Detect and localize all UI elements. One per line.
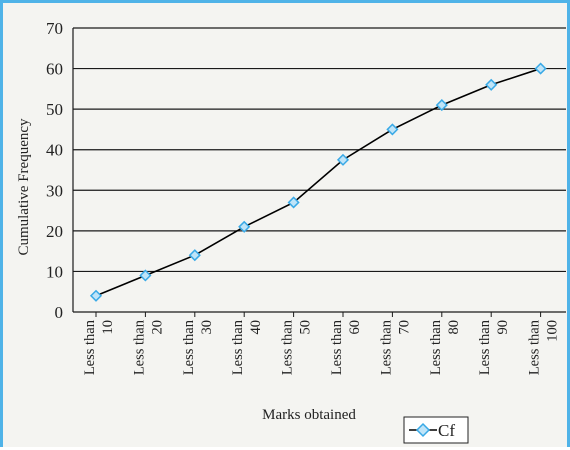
x-category-label: Less than 30: [181, 319, 215, 375]
y-tick-label: 50: [46, 100, 63, 119]
data-point: [139, 269, 152, 282]
data-point: [386, 123, 399, 136]
x-category-label-line: 40: [248, 320, 264, 335]
legend: Cf: [403, 416, 469, 444]
data-point: [435, 99, 448, 112]
x-category-label: Less than 50: [280, 319, 314, 375]
y-tick-label: 70: [46, 19, 63, 38]
x-category-label-line: 30: [199, 320, 215, 335]
x-category-label: Less than 20: [131, 319, 165, 375]
y-tick-label: 60: [46, 60, 63, 79]
x-axis-title: Marks obtained: [262, 407, 356, 423]
y-tick-label: 10: [46, 262, 63, 281]
x-category-label-line: Less than: [477, 319, 493, 375]
x-category-label: Less than 40: [230, 319, 264, 375]
y-tick-label: 20: [46, 222, 63, 241]
y-tick-labels: 0 10 20 30 40 50 60 70: [46, 19, 63, 322]
x-category-label: Less than 80: [428, 319, 462, 375]
y-tick-label: 30: [46, 181, 63, 200]
x-category-labels: Less than 10 Less than 20 Less than 30 Less th…: [82, 319, 561, 375]
x-category-label: Less than 10: [82, 319, 116, 375]
x-category-label-line: Less than: [428, 319, 444, 375]
x-category-label-line: Less than: [280, 319, 296, 375]
legend-label: Cf: [438, 421, 455, 440]
x-category-label: Less than 70: [378, 319, 412, 375]
legend-marker: [415, 422, 431, 438]
y-axis-title: Cumulative Frequency: [16, 118, 32, 256]
data-point: [336, 153, 350, 166]
data-point: [238, 220, 251, 233]
data-point: [485, 78, 498, 91]
x-category-label-line: Less than: [527, 319, 543, 375]
x-category-label-line: 80: [446, 320, 462, 335]
x-category-label-line: 70: [396, 320, 412, 335]
x-category-label-line: 90: [495, 320, 511, 335]
x-category-label-line: Less than: [378, 319, 394, 375]
y-tick-label: 0: [55, 303, 64, 322]
x-category-label-line: Less than: [131, 319, 147, 375]
data-point: [89, 289, 103, 302]
x-category-label-line: Less than: [329, 319, 345, 375]
x-category-label-line: 50: [298, 320, 314, 335]
x-category-label-line: 10: [100, 320, 116, 335]
x-category-label-line: 20: [149, 320, 165, 335]
x-category-label-line: Less than: [230, 319, 246, 375]
x-category-label: Less than 60: [329, 319, 363, 375]
data-point: [287, 196, 300, 209]
x-category-label-line: 100: [545, 320, 561, 342]
x-category-label-line: Less than: [82, 319, 98, 375]
x-category-label: Less than 100: [527, 319, 561, 375]
series-line: [95, 67, 541, 297]
data-point: [188, 249, 201, 262]
series-cf: [89, 62, 547, 302]
data-point: [534, 62, 547, 75]
y-tick-label: 40: [46, 141, 63, 160]
x-category-label-line: 60: [347, 320, 363, 335]
x-category-label: Less than 90: [477, 319, 511, 375]
x-category-label-line: Less than: [181, 319, 197, 375]
